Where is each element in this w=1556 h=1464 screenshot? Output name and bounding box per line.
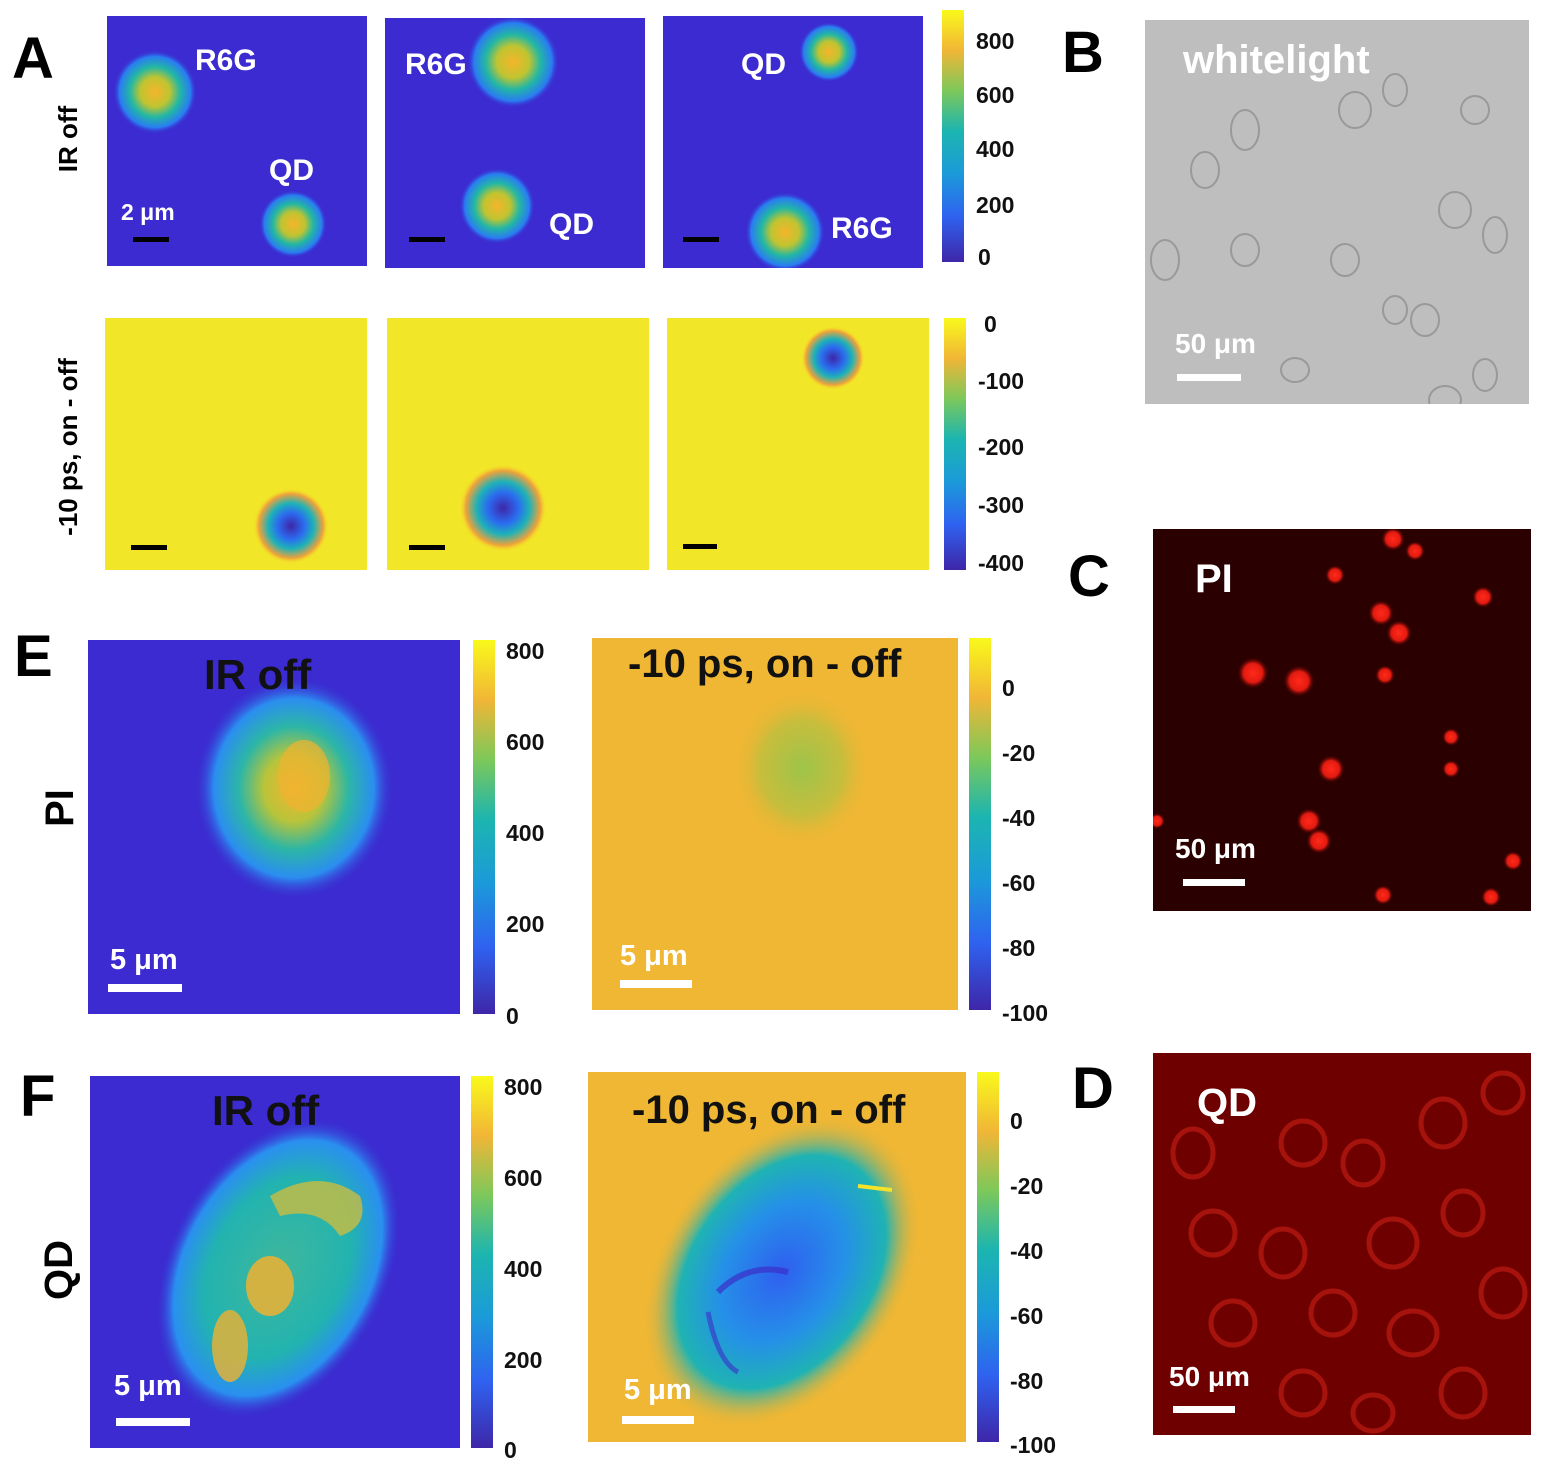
scale-bar <box>1177 374 1241 381</box>
row-label-pi: PI <box>38 789 82 827</box>
colorbar-tick: -60 <box>1002 870 1036 896</box>
scale-bar <box>622 1416 694 1424</box>
scale-bar-label: 2 μm <box>121 199 175 225</box>
colorbar-tick: -80 <box>1010 1368 1044 1394</box>
scale-bar-label: 50 μm <box>1175 328 1256 359</box>
colorbar-tick: 400 <box>976 136 1015 162</box>
colorbar-tick: -100 <box>1002 1000 1049 1026</box>
scale-bar <box>409 545 445 550</box>
row-label-ir-off: IR off <box>53 105 83 173</box>
colorbar-tick: 200 <box>504 1347 543 1373</box>
panel-a-ir-off-image-3: QD R6G <box>663 16 923 268</box>
panel-letter-d: D <box>1072 1056 1114 1121</box>
panel-a-diff-image-2 <box>387 318 649 570</box>
colorbar-panel-e-left <box>473 640 495 1014</box>
panel-b-label: whitelight <box>1183 38 1370 82</box>
scale-bar <box>133 237 169 242</box>
label-qd: QD <box>549 208 594 241</box>
panel-f-diff-image: -10 ps, on - off 5 μm <box>588 1072 966 1442</box>
colorbar-tick: -20 <box>1002 740 1036 766</box>
colorbar-panel-f-right <box>977 1072 999 1442</box>
colorbar-tick: 600 <box>504 1165 543 1191</box>
panel-e-right-title: -10 ps, on - off <box>628 642 902 686</box>
scale-bar <box>409 237 445 242</box>
scale-bar-label: 5 μm <box>624 1374 692 1406</box>
panel-e-diff-image: -10 ps, on - off 5 μm <box>592 638 958 1010</box>
colorbar-tick: -100 <box>1010 1432 1057 1458</box>
colorbar-tick: 0 <box>978 244 991 270</box>
row-label-qd: QD <box>37 1240 81 1300</box>
colorbar-tick: -200 <box>978 434 1025 460</box>
colorbar-tick: 800 <box>504 1074 543 1100</box>
colorbar-tick: 0 <box>1002 675 1015 701</box>
colorbar-tick: -400 <box>978 550 1025 576</box>
scale-bar <box>108 984 182 992</box>
colorbar-tick: -20 <box>1010 1173 1044 1199</box>
colorbar-panel-a-bottom <box>944 318 966 570</box>
colorbar-tick: 0 <box>504 1437 517 1463</box>
panel-letter-b: B <box>1062 20 1104 85</box>
panel-f-ir-off-image: IR off 5 μm <box>90 1076 460 1448</box>
scale-bar <box>1173 1406 1235 1413</box>
colorbar-tick: 200 <box>976 192 1015 218</box>
panel-letter-c: C <box>1068 544 1110 609</box>
colorbar-tick: 600 <box>506 729 545 755</box>
label-r6g: R6G <box>831 212 893 245</box>
row-label-on-off: -10 ps, on - off <box>53 358 83 536</box>
label-qd: QD <box>741 48 786 81</box>
colorbar-tick: 0 <box>984 311 997 337</box>
panel-letter-e: E <box>14 624 53 689</box>
scale-bar <box>1183 879 1245 886</box>
colorbar-tick: -40 <box>1010 1238 1044 1264</box>
panel-a-ir-off-image-1: R6G QD 2 μm <box>107 16 367 266</box>
panel-f-right-title: -10 ps, on - off <box>632 1088 906 1132</box>
panel-b-whitelight-image: whitelight 50 μm <box>1145 20 1529 404</box>
panel-letter-a: A <box>12 26 54 91</box>
scale-bar-label: 5 μm <box>110 944 178 976</box>
colorbar-tick: -40 <box>1002 805 1036 831</box>
panel-c-label: PI <box>1195 557 1233 601</box>
scale-bar <box>131 545 167 550</box>
colorbar-tick: 0 <box>1010 1108 1023 1134</box>
colorbar-tick: -60 <box>1010 1303 1044 1329</box>
colorbar-tick: 400 <box>506 820 545 846</box>
panel-a-diff-image-3 <box>667 318 929 570</box>
scale-bar-label: 5 μm <box>114 1370 182 1402</box>
label-r6g: R6G <box>405 48 467 81</box>
colorbar-tick: 600 <box>976 82 1015 108</box>
colorbar-tick: -80 <box>1002 935 1036 961</box>
scale-bar-label: 50 μm <box>1169 1361 1250 1392</box>
scale-bar-label: 5 μm <box>620 940 688 972</box>
colorbar-tick: 800 <box>506 638 545 664</box>
colorbar-tick: 800 <box>976 28 1015 54</box>
colorbar-panel-e-right <box>969 638 991 1010</box>
panel-d-label: QD <box>1197 1081 1257 1125</box>
colorbar-tick: 200 <box>506 911 545 937</box>
scale-bar <box>683 237 719 242</box>
panel-e-left-title: IR off <box>204 651 312 698</box>
colorbar-tick: -100 <box>978 368 1025 394</box>
label-r6g: R6G <box>195 44 257 77</box>
panel-c-pi-image: PI 50 μm <box>1153 529 1531 911</box>
panel-f-left-title: IR off <box>212 1087 320 1134</box>
scale-bar <box>683 544 717 549</box>
colorbar-panel-f-left <box>471 1076 493 1448</box>
panel-a-ir-off-image-2: R6G QD <box>385 18 645 268</box>
scale-bar-label: 50 μm <box>1175 833 1256 864</box>
colorbar-tick: 400 <box>504 1256 543 1282</box>
label-qd: QD <box>269 154 314 187</box>
colorbar-tick: 0 <box>506 1003 519 1029</box>
panel-d-qd-image: QD 50 μm <box>1153 1053 1531 1435</box>
panel-e-ir-off-image: IR off 5 μm <box>88 640 460 1014</box>
scale-bar <box>620 980 692 988</box>
colorbar-tick: -300 <box>978 492 1025 518</box>
scale-bar <box>116 1418 190 1426</box>
colorbar-panel-a-top <box>942 10 964 262</box>
panel-letter-f: F <box>20 1064 56 1129</box>
panel-a-diff-image-1 <box>105 318 367 570</box>
